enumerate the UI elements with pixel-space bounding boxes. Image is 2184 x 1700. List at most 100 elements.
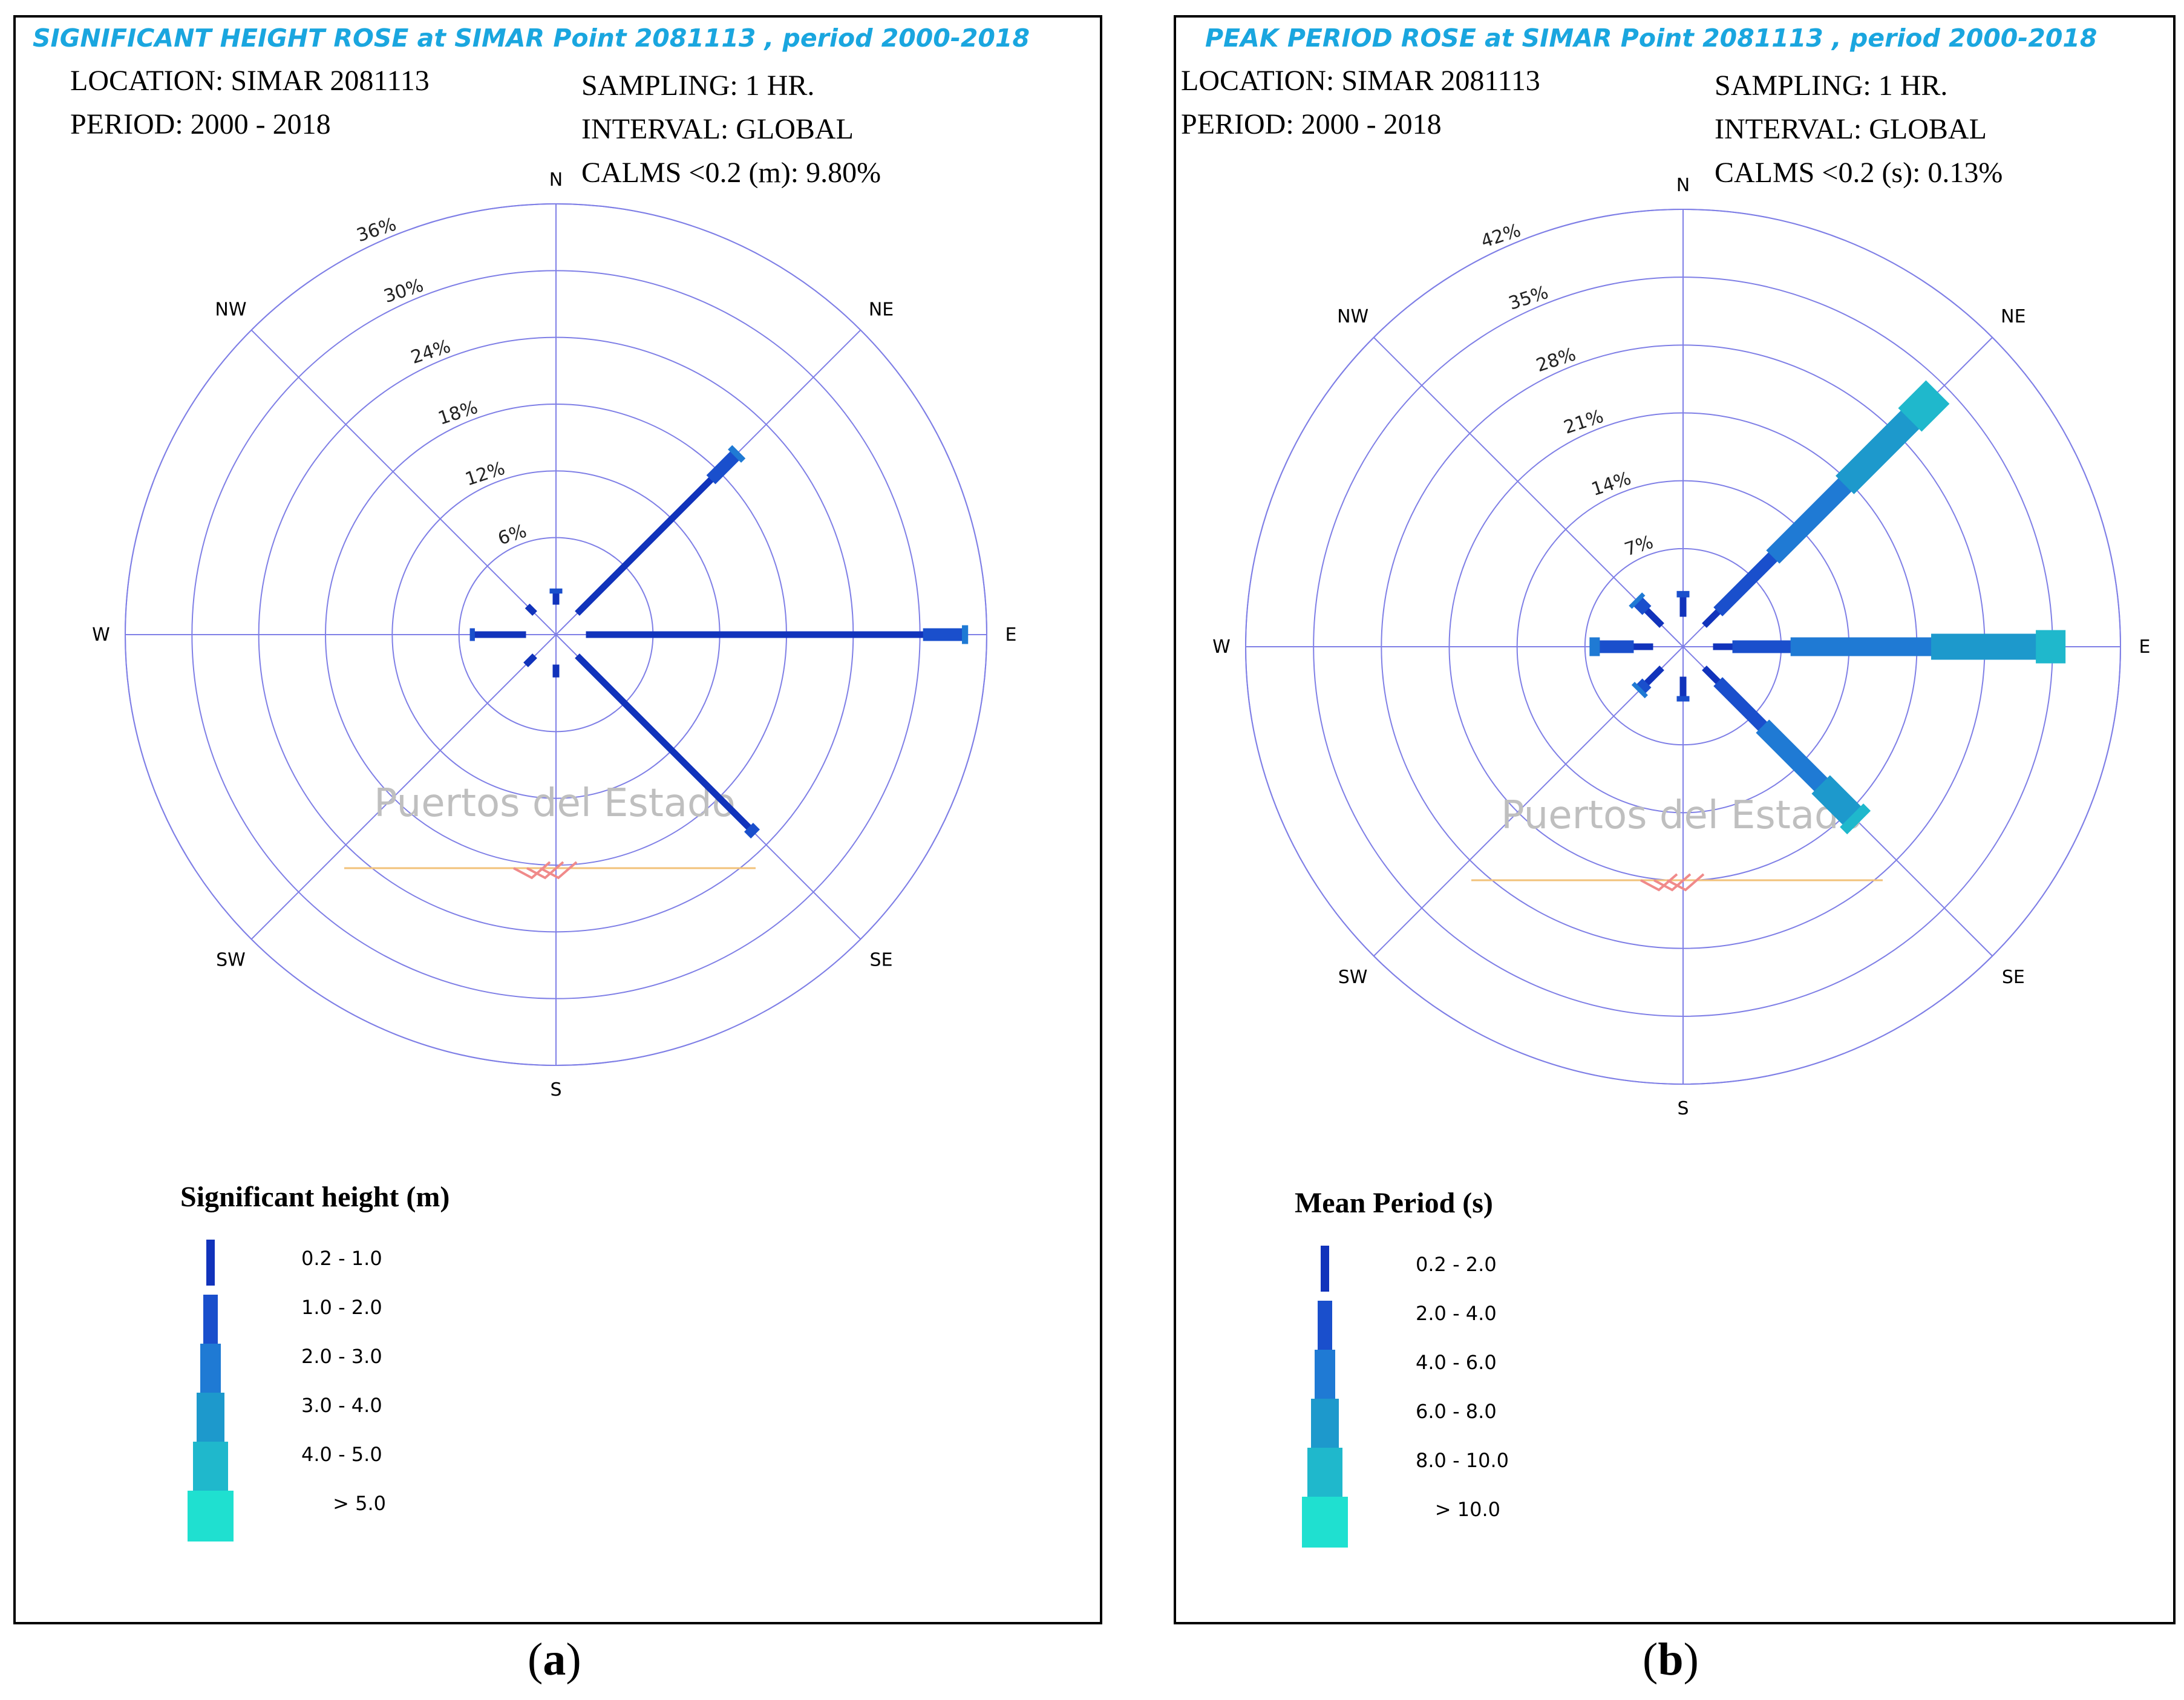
rose-bar-segment: [1713, 643, 1733, 650]
watermark-logo-stroke: [1653, 873, 1692, 892]
legend-swatch: [1321, 1246, 1329, 1292]
rose-bar-segment: [962, 625, 969, 644]
rose-bar-segment: [552, 664, 560, 678]
legend-swatch: [1307, 1448, 1342, 1499]
compass-label-e: E: [1005, 624, 1017, 646]
legend-label: 6.0 - 8.0: [1416, 1400, 1497, 1423]
period-label: PERIOD: 2000 - 2018: [70, 108, 331, 140]
watermark-logo-stroke: [1640, 873, 1678, 892]
ring-label: 30%: [381, 275, 426, 307]
rose-bar-segment: [1713, 552, 1778, 616]
legend-swatch: [1311, 1399, 1339, 1450]
rose-bar-segment: [1702, 609, 1721, 628]
rose-bar-segment: [1676, 590, 1690, 598]
rose-bar-segment: [552, 593, 560, 605]
ring-label: 12%: [463, 458, 508, 491]
legend-swatch: [1302, 1497, 1348, 1548]
rose-bar-segment: [586, 631, 924, 638]
rose-bar-segment: [474, 631, 526, 638]
ring-label: 14%: [1589, 468, 1633, 500]
rose-bar-segment: [1629, 592, 1646, 609]
rose-bar-segment: [1790, 637, 1932, 656]
compass-label-se: SE: [2002, 967, 2025, 988]
watermark-logo-stroke: [513, 861, 551, 880]
rose-bar-segment: [1931, 633, 2037, 660]
rose-bar-segment: [1599, 640, 1634, 653]
compass-label-w: W: [1212, 636, 1231, 658]
grid-spoke: [250, 634, 557, 940]
watermark-logo-stroke: [540, 861, 578, 880]
location-label: LOCATION: SIMAR 2081113: [70, 65, 430, 97]
grid-spoke: [1373, 337, 1684, 647]
rose-bar-segment: [1756, 719, 1828, 792]
ring-label: 6%: [495, 520, 529, 549]
rose-bar-segment: [1702, 665, 1721, 685]
height-rose-chart: SIGNIFICANT HEIGHT ROSE at SIMAR Point 2…: [33, 24, 1030, 1541]
rose-bar-segment: [923, 628, 963, 641]
compass-label-w: W: [92, 624, 110, 646]
legend-label: 2.0 - 3.0: [301, 1345, 382, 1368]
ring-label: 36%: [354, 214, 399, 246]
rose-bar-segment: [1836, 410, 1920, 494]
rose-bar-segment: [1732, 640, 1791, 653]
period-rose-panel: PEAK PERIOD ROSE at SIMAR Point 2081113 …: [1174, 15, 2176, 1624]
ring-label: 21%: [1561, 406, 1606, 439]
calms-label: CALMS <0.2 (m): 9.80%: [581, 157, 881, 189]
rose-bar-segment: [469, 628, 475, 641]
legend-label: 2.0 - 4.0: [1416, 1302, 1497, 1325]
rose-bar-segment: [1840, 803, 1871, 835]
legend-title: Significant height (m): [180, 1181, 450, 1213]
compass-label-n: N: [1676, 175, 1690, 196]
rose-bar-segment: [744, 823, 760, 839]
rose-bar-segment: [523, 653, 537, 667]
ring-label: 28%: [1534, 344, 1578, 376]
compass-label-se: SE: [870, 950, 893, 971]
rose-bar-segment: [1631, 682, 1648, 699]
legend-swatch: [203, 1295, 218, 1345]
ring-label: 35%: [1506, 282, 1551, 315]
interval-label: INTERVAL: GLOBAL: [581, 113, 854, 145]
rose-bar-segment: [1589, 637, 1600, 656]
ring-label: 7%: [1622, 532, 1656, 561]
sampling-label: SAMPLING: 1 HR.: [581, 70, 814, 102]
rose-bar-segment: [525, 603, 537, 616]
legend-label: 1.0 - 2.0: [301, 1296, 382, 1319]
grid-spoke: [1373, 646, 1684, 956]
compass-label-sw: SW: [1338, 967, 1368, 988]
ring-label: 18%: [436, 397, 480, 430]
compass-label-s: S: [550, 1079, 561, 1100]
compass-label-n: N: [549, 169, 563, 191]
rose-bar-segment: [1679, 676, 1687, 697]
legend-label: > 5.0: [333, 1492, 386, 1515]
rose-bar-segment: [1633, 643, 1653, 650]
compass-label-e: E: [2139, 636, 2151, 658]
legend-swatch: [200, 1344, 221, 1394]
legend-swatch: [206, 1240, 215, 1286]
period-label: PERIOD: 2000 - 2018: [1181, 108, 1442, 140]
caption-b: (b): [1643, 1634, 1699, 1685]
rose-bar-segment: [1679, 597, 1687, 617]
chart-title: PEAK PERIOD ROSE at SIMAR Point 2081113 …: [1205, 24, 2097, 53]
legend-swatch: [188, 1491, 234, 1541]
watermark-logo-stroke: [1667, 873, 1705, 892]
rose-bar-segment: [1766, 478, 1852, 564]
watermark-text: Puertos del Estado: [374, 781, 736, 826]
rose-bar-segment: [728, 445, 746, 463]
legend-title: Mean Period (s): [1295, 1187, 1493, 1219]
height-rose-panel: SIGNIFICANT HEIGHT ROSE at SIMAR Point 2…: [13, 15, 1102, 1624]
rose-bar-segment: [1676, 696, 1690, 702]
compass-label-ne: NE: [869, 299, 894, 320]
rose-bar-segment: [1644, 607, 1664, 628]
interval-label: INTERVAL: GLOBAL: [1715, 113, 1987, 145]
chart-title: SIGNIFICANT HEIGHT ROSE at SIMAR Point 2…: [33, 24, 1030, 53]
legend-swatch: [1318, 1301, 1332, 1352]
calms-label: CALMS <0.2 (s): 0.13%: [1715, 157, 2003, 189]
ring-label: 24%: [408, 336, 453, 368]
rose-bar-segment: [1713, 677, 1768, 731]
compass-label-sw: SW: [216, 950, 246, 971]
watermark-text: Puertos del Estado: [1501, 793, 1863, 838]
ring-label: 42%: [1479, 220, 1523, 252]
legend-label: 4.0 - 5.0: [301, 1443, 382, 1466]
period-rose-chart: PEAK PERIOD ROSE at SIMAR Point 2081113 …: [1181, 24, 2151, 1548]
legend-label: 8.0 - 10.0: [1416, 1449, 1509, 1472]
